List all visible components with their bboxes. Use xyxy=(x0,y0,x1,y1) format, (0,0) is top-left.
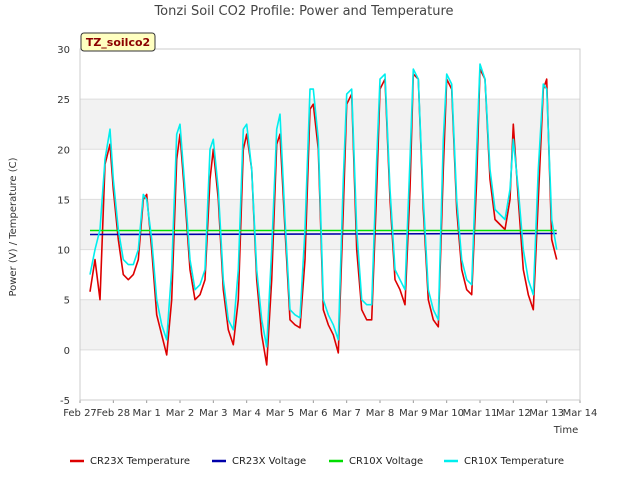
x-tick-label: Mar 7 xyxy=(332,408,360,419)
x-tick-label: Mar 9 xyxy=(399,408,427,419)
station-badge-label: TZ_soilco2 xyxy=(86,36,150,49)
x-tick-label: Mar 5 xyxy=(266,408,294,419)
x-tick-label: Mar 6 xyxy=(299,408,327,419)
x-tick-label: Mar 8 xyxy=(366,408,394,419)
y-tick-label: 10 xyxy=(57,246,70,257)
y-tick-label: 30 xyxy=(57,45,70,56)
x-tick-label: Mar 4 xyxy=(232,408,260,419)
x-tick-label: Mar 12 xyxy=(496,408,531,419)
series-line-4 xyxy=(89,63,558,348)
legend: CR23X Temperature CR23X Voltage CR10X Volt… xyxy=(70,456,564,467)
x-tick-label: Mar 14 xyxy=(563,408,598,419)
y-tick-labels: -5 0 5 10 15 20 25 30 xyxy=(57,45,70,407)
x-tick-label: Feb 28 xyxy=(97,408,131,419)
y-tick-label: 5 xyxy=(64,296,70,307)
x-axis-label: Time xyxy=(553,425,578,436)
plot-bands xyxy=(80,99,580,350)
station-badge-box xyxy=(80,32,156,52)
x-tick-label: Mar 2 xyxy=(166,408,194,419)
x-tick-label: Feb 27 xyxy=(63,408,97,419)
y-tick-label: 15 xyxy=(57,195,70,206)
plot-band xyxy=(80,199,580,250)
legend-label: CR10X Voltage xyxy=(349,456,423,467)
plot-band xyxy=(80,99,580,150)
x-tick-label: Mar 13 xyxy=(529,408,564,419)
chart-title: Tonzi Soil CO2 Profile: Power and Temper… xyxy=(153,4,453,19)
legend-label: CR23X Temperature xyxy=(90,456,190,467)
series-line-2 xyxy=(89,232,557,236)
plot-band xyxy=(80,299,580,350)
y-tick-label: 20 xyxy=(57,145,70,156)
y-axis-label: Power (V) / Temperature (C) xyxy=(8,157,19,296)
x-tick-labels: Feb 27 Feb 28 Mar 1 Mar 2 Mar 3 Mar 4 Mar 5 Mar… xyxy=(63,408,597,419)
y-tick-label: 0 xyxy=(64,346,70,357)
x-tick-label: Mar 3 xyxy=(199,408,227,419)
x-tick-label: Mar 1 xyxy=(132,408,160,419)
legend-label: CR23X Voltage xyxy=(232,456,306,467)
plot-frame xyxy=(79,48,581,401)
legend-label: CR10X Temperature xyxy=(464,456,564,467)
y-tick-label: -5 xyxy=(60,396,70,407)
station-badge: TZ_soilco2 xyxy=(80,32,156,52)
x-tick-label: Mar 10 xyxy=(429,408,464,419)
series-lines xyxy=(89,63,558,366)
x-tick-label: Mar 11 xyxy=(463,408,498,419)
y-tick-label: 25 xyxy=(57,95,70,106)
